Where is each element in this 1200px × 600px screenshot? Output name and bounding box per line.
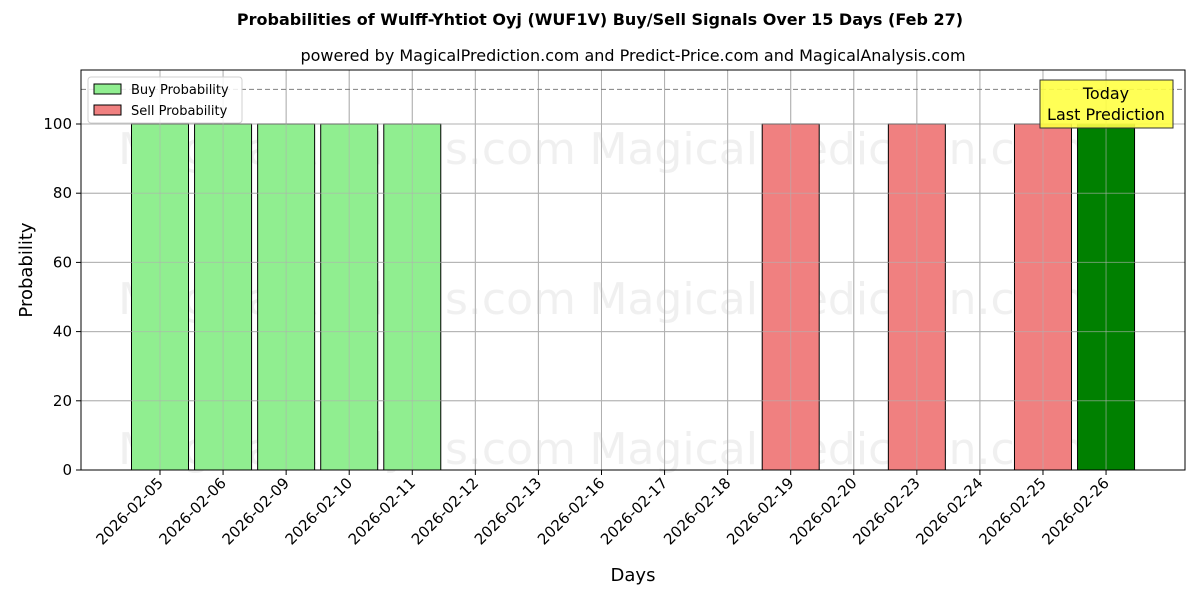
x-tick-label: 2026-02-10	[282, 474, 356, 548]
axes-frame	[80, 69, 1186, 471]
watermark-text: MagicalPrediction.com	[590, 274, 1085, 325]
x-tick-label: 2026-02-18	[660, 474, 734, 548]
legend-swatch-buy	[93, 83, 122, 95]
chart-subtitle: powered by MagicalPrediction.com and Pre…	[300, 46, 966, 65]
legend-box	[87, 76, 243, 124]
y-tick-label: 40	[53, 323, 72, 341]
legend-label-sell: Sell Probability	[131, 104, 228, 119]
watermark-text: MagicalPrediction.com	[590, 424, 1085, 475]
chart-title: Probabilities of Wulff-Yhtiot Oyj (WUF1V…	[236, 10, 964, 29]
x-tick-label: 2026-02-11	[345, 474, 419, 548]
x-tick-label: 2026-02-26	[1038, 474, 1112, 548]
x-tick-label: 2026-02-16	[534, 474, 608, 548]
x-tick-label: 2026-02-17	[597, 474, 671, 548]
y-tick-label: 60	[53, 253, 72, 271]
annotation-line-1: Today	[1082, 84, 1129, 103]
legend: Buy Probability Sell Probability	[87, 76, 243, 124]
x-tick-label: 2026-02-06	[156, 474, 230, 548]
y-tick-label: 100	[43, 115, 72, 133]
legend-label-buy: Buy Probability	[131, 83, 229, 98]
x-tick-label: 2026-02-12	[408, 474, 482, 548]
x-axis: 2026-02-052026-02-062026-02-092026-02-10…	[92, 470, 1113, 548]
x-tick-label: 2026-02-24	[912, 474, 986, 548]
y-axis: 0 20 40 60 80 100	[43, 115, 81, 479]
y-tick-label: 20	[53, 392, 72, 410]
y-tick-label: 80	[53, 184, 72, 202]
watermark-text: MagicalPrediction.com	[590, 124, 1085, 175]
x-tick-label: 2026-02-20	[786, 474, 860, 548]
x-axis-label: Days	[611, 565, 656, 586]
legend-swatch-sell	[93, 104, 122, 116]
y-axis-label: Probability	[16, 222, 37, 317]
x-tick-label: 2026-02-13	[471, 474, 545, 548]
y-tick-label: 0	[62, 461, 72, 479]
today-annotation: Today Last Prediction	[1039, 79, 1174, 129]
x-tick-label: 2026-02-19	[723, 474, 797, 548]
x-tick-label: 2026-02-05	[92, 474, 166, 548]
x-tick-label: 2026-02-23	[849, 474, 923, 548]
annotation-line-2: Last Prediction	[1047, 105, 1165, 124]
x-tick-label: 2026-02-09	[219, 474, 293, 548]
annotation-box	[1039, 79, 1174, 129]
bars	[81, 70, 1185, 471]
x-tick-label: 2026-02-25	[975, 474, 1049, 548]
